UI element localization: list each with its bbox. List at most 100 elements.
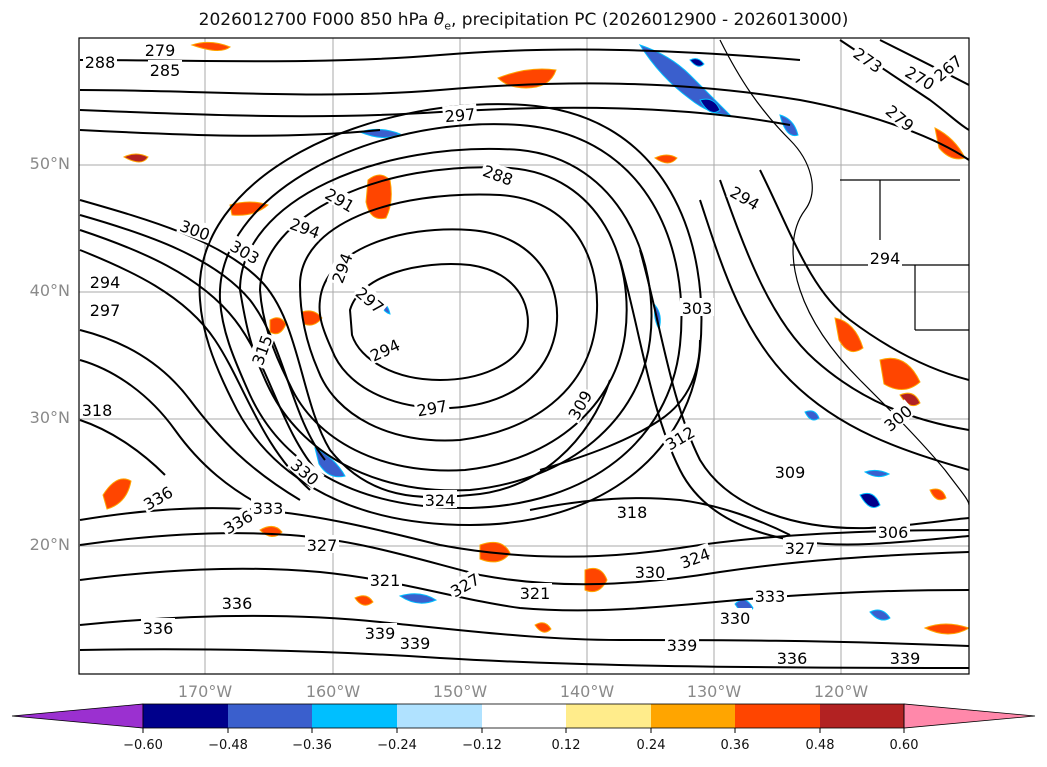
contour-label-bg [680, 298, 714, 316]
contour-label: 321 [520, 584, 551, 603]
contour-label-bg [718, 608, 752, 626]
colorbar-tick-label: 0.12 [551, 738, 581, 753]
contour-label: 309 [775, 463, 806, 482]
contour-label-bg [88, 300, 122, 318]
contour-label-bg [479, 159, 518, 189]
lat-label-30n: 30°N [29, 408, 70, 427]
contour-label-bg [562, 385, 596, 424]
colorbar-extend-high [903, 703, 1036, 729]
contour-label: 327 [307, 536, 338, 555]
contour-label: 336 [222, 594, 253, 613]
contour-label-bg [143, 40, 177, 58]
contour-label: 339 [890, 649, 921, 668]
colorbar-frame [142, 703, 905, 729]
contour-label: 294 [870, 249, 901, 268]
contour-label-bg [442, 103, 478, 125]
contour-label-bg [246, 330, 276, 369]
contour-label: 318 [82, 401, 113, 420]
contour-label-bg [753, 586, 787, 604]
colorbar-bin [820, 704, 904, 728]
contour-label-bg [365, 333, 404, 365]
contour-label: 330 [635, 563, 666, 582]
contour-label-bg [220, 593, 254, 611]
contour-label-bg [413, 395, 451, 419]
contour-label-bg [321, 182, 360, 216]
contour-label-bg [286, 453, 325, 490]
contour-label: 279 [145, 41, 176, 60]
colorbar-bin [482, 704, 566, 728]
contour-label-bg [868, 248, 902, 266]
contour-label-bg [773, 462, 807, 480]
colorbar-extend-low [11, 703, 144, 729]
contour-label: 339 [400, 634, 431, 653]
contour-label: 285 [150, 61, 181, 80]
contour-label: 306 [878, 523, 909, 542]
colorbar-tick-label: 0.60 [889, 738, 919, 753]
contour-label-bg [138, 480, 177, 514]
lat-label-20n: 20°N [29, 535, 70, 554]
contour-label-bg [148, 60, 182, 78]
contour-label: 330 [720, 609, 751, 628]
theta-e-contours [79, 39, 969, 669]
colorbar-tick-label: 0.48 [805, 738, 835, 753]
contour-label-bg [368, 570, 402, 588]
contour-label-bg [176, 214, 215, 244]
colorbar-bin [143, 704, 228, 728]
colorbar-bin [566, 704, 651, 728]
contour-label: 294 [90, 273, 121, 292]
contour-label: 336 [777, 649, 808, 668]
contour-label-bg [305, 535, 339, 553]
contour-label-bg [218, 504, 257, 538]
lon-label-140w: 140°W [559, 682, 615, 701]
colorbar-tick-label: 0.36 [720, 738, 750, 753]
contour-label: 324 [425, 491, 456, 510]
contour-label-bg [783, 538, 817, 556]
colorbar-tick-label: −0.12 [462, 738, 502, 753]
colorbar-tick-label: −0.36 [292, 738, 332, 753]
contour-label-bg [363, 623, 397, 641]
contour-label: 333 [755, 587, 786, 606]
contour-label: 288 [85, 53, 116, 72]
lon-label-160w: 160°W [305, 682, 361, 701]
colorbar-tick-label: −0.48 [208, 738, 248, 753]
contour-label-bg [351, 281, 390, 318]
graticule [79, 38, 969, 674]
lat-label-50n: 50°N [29, 154, 70, 173]
contour-label-bg [398, 633, 432, 651]
contour-label-bg [226, 234, 265, 268]
contour-label-bg [901, 60, 940, 94]
contour-label-bg [675, 542, 714, 572]
lon-label-170w: 170°W [177, 682, 233, 701]
colorbar-bin [228, 704, 312, 728]
contour-label-bg [141, 618, 175, 636]
lon-label-120w: 120°W [813, 682, 869, 701]
contour-label-bg [423, 490, 457, 508]
contour-label-bg [326, 248, 356, 287]
contour-label-bg [286, 212, 325, 242]
contour-label-bg [83, 52, 117, 70]
colorbar-bin [651, 704, 735, 728]
contour-label: 297 [444, 105, 476, 127]
contour-label-bg [775, 648, 809, 666]
contour-label: 339 [667, 636, 698, 655]
contour-label-bg [633, 562, 667, 580]
contour-label-bg [876, 522, 910, 540]
precip-positive [102, 41, 969, 635]
contour-label: 297 [90, 301, 121, 320]
colorbar-bin [397, 704, 482, 728]
contour-label-bg [615, 502, 649, 520]
contour-label-bg [88, 272, 122, 290]
lon-label-150w: 150°W [432, 682, 488, 701]
lon-label-130w: 130°W [686, 682, 742, 701]
colorbar-tick-label: −0.24 [377, 738, 417, 753]
contour-label-bg [849, 42, 888, 77]
contour-label-bg [80, 400, 114, 418]
colorbar-bin [735, 704, 820, 728]
contour-label: 327 [785, 539, 816, 558]
map-title: 2026012700 F000 850 hPa θe, precipitatio… [198, 10, 849, 33]
colorbar-tick-label: −0.60 [123, 738, 163, 753]
contour-label-bg [660, 420, 699, 454]
contour-label-bg [445, 567, 484, 601]
contour-label: 333 [253, 499, 284, 518]
